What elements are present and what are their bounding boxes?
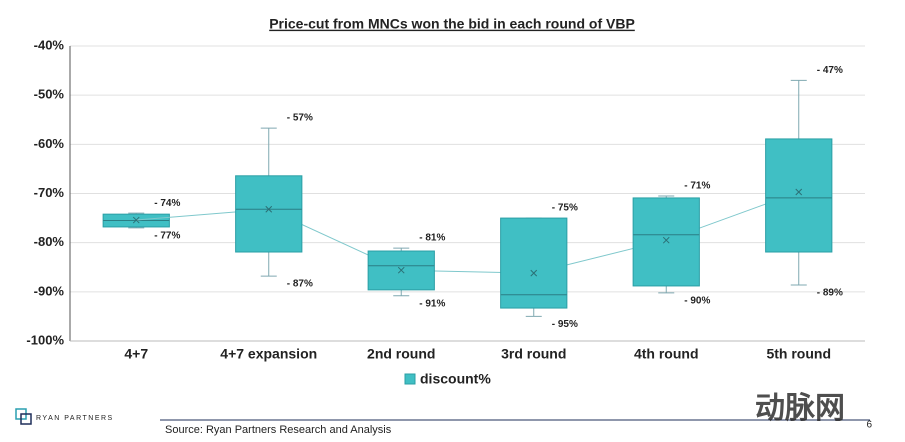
max-label: - 75%: [552, 203, 578, 214]
page-number: 6: [866, 420, 872, 431]
legend-swatch: [404, 373, 416, 385]
y-tick-label: -100%: [26, 332, 64, 347]
chart-title: Price-cut from MNCs won the bid in each …: [269, 16, 635, 32]
y-tick-label: -40%: [34, 37, 65, 52]
mean-marker: [795, 188, 803, 196]
x-tick-label: 4+7 expansion: [220, 346, 317, 362]
max-label: - 74%: [154, 198, 180, 209]
x-tick-label: 5th round: [766, 346, 831, 362]
max-label: - 81%: [419, 233, 445, 244]
y-tick-label: -70%: [34, 185, 65, 200]
box: [765, 138, 833, 253]
mean-marker: [132, 216, 140, 224]
max-label: - 71%: [684, 181, 710, 192]
mean-marker: [397, 266, 405, 274]
source: Source: Ryan Partners Research and Analy…: [165, 424, 392, 436]
box: [500, 217, 568, 309]
y-tick-label: -80%: [34, 234, 65, 249]
x-tick-label: 2nd round: [367, 346, 435, 362]
x-tick-label: 4th round: [634, 346, 699, 362]
min-label: - 95%: [552, 319, 578, 330]
watermark: 动脉网: [755, 392, 845, 425]
min-label: - 87%: [287, 279, 313, 290]
logo-icon: [20, 413, 32, 425]
mean-marker: [265, 205, 273, 213]
x-tick-label: 3rd round: [501, 346, 566, 362]
max-label: - 47%: [817, 65, 843, 76]
y-tick-label: -50%: [34, 87, 65, 102]
min-label: - 77%: [154, 231, 180, 242]
min-label: - 89%: [817, 288, 843, 299]
box: [235, 175, 303, 253]
mean-marker: [530, 269, 538, 277]
logo-text: RYAN PARTNERS: [36, 415, 114, 422]
box: [632, 197, 700, 287]
max-label: - 57%: [287, 113, 313, 124]
min-label: - 90%: [684, 295, 710, 306]
y-tick-label: -60%: [34, 136, 65, 151]
y-tick-label: -90%: [34, 283, 65, 298]
x-tick-label: 4+7: [124, 346, 148, 362]
min-label: - 91%: [419, 298, 445, 309]
mean-marker: [662, 236, 670, 244]
legend-label: discount%: [420, 371, 491, 387]
